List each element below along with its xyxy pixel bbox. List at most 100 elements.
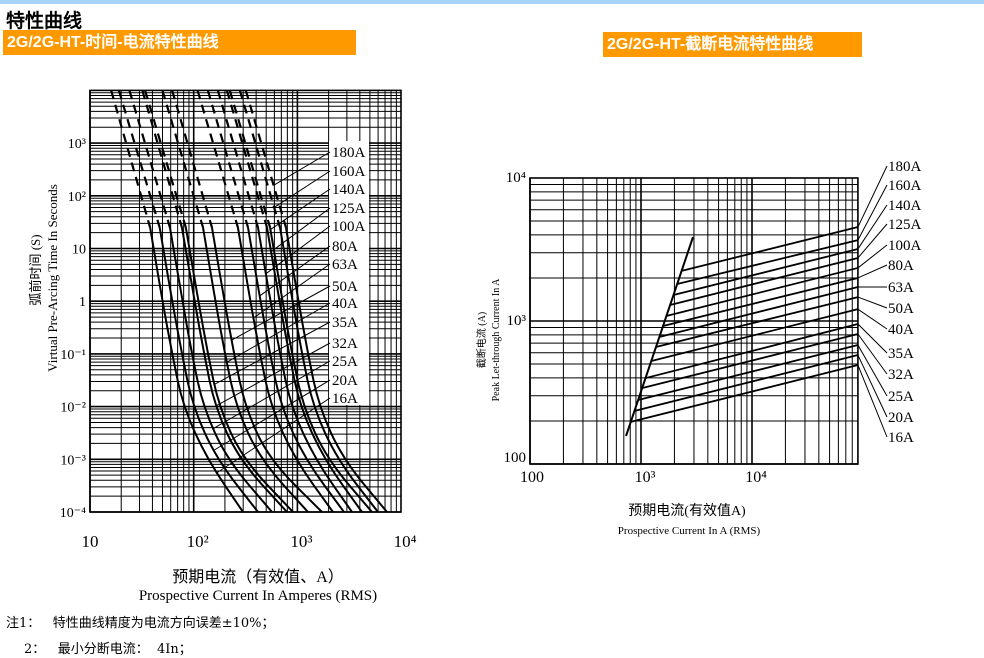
leader-line-40A [226, 302, 331, 363]
leader-line-40A [857, 308, 888, 330]
curve-140A [269, 227, 373, 513]
y-tick-label: 10³ [68, 137, 86, 152]
line-50A [655, 296, 859, 348]
legend-box [329, 141, 369, 405]
leader-line-100A [857, 244, 888, 269]
series-140A [228, 90, 373, 513]
series-label-80A: 80A [332, 239, 358, 255]
leader-line-32A [857, 333, 888, 375]
series-label-160A: 160A [332, 164, 366, 180]
curve-16A [149, 227, 244, 513]
leader-line-80A [259, 245, 331, 297]
leader-line-50A [857, 296, 888, 309]
leader-line-20A [212, 379, 331, 452]
leader-line-100A [265, 225, 331, 275]
y-tick-label: 1 [79, 295, 86, 310]
series-label-35A: 35A [888, 346, 914, 362]
note-2-prefix: 2： [24, 642, 46, 657]
series-label-50A: 50A [332, 279, 358, 295]
x-axis-label: 预期电流(有效值A) [628, 503, 746, 519]
y-axis-label-en: Peak Let-through Current In A [491, 278, 502, 402]
y-tick-label: 10⁻³ [60, 453, 86, 468]
curve-dashed-140A [228, 90, 272, 228]
curve-dashed-80A [206, 90, 250, 228]
leader-line-160A [857, 184, 888, 241]
curve-125A [266, 227, 363, 513]
plot-frame [89, 89, 402, 513]
line-80A [662, 277, 859, 327]
y-tick-label: 10⁻¹ [60, 348, 86, 363]
note-2-text: 最小分断电流： 4In； [57, 642, 192, 657]
line-125A [669, 257, 859, 306]
curve-180A [284, 227, 388, 513]
line-100A [666, 267, 859, 317]
y-axis-label: 弧前时间 (S) [28, 234, 43, 305]
note-1-text: 特性曲线精度为电流方向误差±10%； [52, 616, 275, 631]
curve-dashed-125A [225, 90, 269, 228]
curve-dashed-180A [244, 90, 288, 228]
note-1-prefix: 注1： [6, 616, 41, 631]
series-label-16A: 16A [332, 391, 358, 407]
line-35A [645, 323, 859, 379]
line-180A [681, 226, 859, 272]
leader-line-125A [857, 223, 888, 259]
series-label-100A: 100A [888, 238, 922, 254]
series-label-160A: 160A [888, 178, 922, 194]
leader-line-180A [273, 151, 331, 186]
series-label-50A: 50A [888, 301, 914, 317]
x-tick-label: 10³ [635, 469, 656, 486]
note-1: 注1： 特性曲线精度为电流方向误差±10%； [6, 612, 274, 631]
x-axis-label: 预期电流（有效值、A） [172, 568, 344, 586]
series-100A [216, 90, 353, 513]
page-title: 特性曲线 [6, 10, 83, 32]
line-160A [677, 239, 859, 285]
y-tick-label: 10⁻⁴ [60, 506, 86, 521]
line-140A [673, 248, 859, 296]
leader-line-25A [857, 344, 888, 397]
curve-32A [180, 227, 288, 513]
leader-line-140A [270, 188, 331, 230]
series-label-100A: 100A [332, 219, 366, 235]
series-160A [238, 90, 379, 513]
series-label-63A: 63A [332, 257, 358, 273]
series-label-35A: 35A [332, 315, 358, 331]
leader-line-35A [214, 321, 331, 385]
plot-frame [529, 177, 859, 465]
note-2: 2： 最小分断电流： 4In； [24, 638, 192, 657]
line-16A [630, 364, 859, 423]
curve-100A [257, 227, 353, 513]
series-label-25A: 25A [332, 354, 358, 370]
leader-line-25A [212, 360, 331, 430]
leader-line-16A [216, 397, 331, 474]
x-tick-label: 10⁴ [745, 469, 767, 486]
series-20A [117, 90, 259, 513]
series-label-140A: 140A [888, 198, 922, 214]
curve-35A [184, 227, 294, 513]
curve-dashed-35A [144, 90, 187, 228]
x-tick-label: 10 [82, 532, 99, 551]
leader-line-180A [857, 165, 888, 228]
curve-40A [202, 227, 309, 513]
series-180A [244, 90, 388, 513]
left-chart-banner: 2G/2G-HT-时间-电流特性曲线 [3, 30, 356, 55]
leader-line-16A [857, 364, 888, 438]
x-tick-label: 10² [187, 532, 209, 551]
series-label-63A: 63A [888, 280, 914, 296]
let-through-chart: 180A 160A 140A 125A 100A 80A 63A 50A 40A 35A 32A 25… [475, 159, 922, 537]
series-label-80A: 80A [888, 258, 914, 274]
series-label-125A: 125A [332, 201, 366, 217]
leader-line-160A [273, 170, 331, 208]
series-label-40A: 40A [332, 296, 358, 312]
series-35A [144, 90, 294, 513]
line-20A [634, 354, 859, 412]
y-axis-label: 截断电流 (A) [475, 312, 488, 368]
leader-line-80A [857, 264, 888, 279]
curve-dashed-50A [171, 90, 214, 228]
y-tick-label: 10⁴ [506, 170, 526, 186]
curve-dashed-160A [238, 90, 282, 228]
series-label-32A: 32A [332, 336, 358, 352]
curve-25A [168, 227, 273, 513]
series-label-20A: 20A [888, 410, 914, 426]
